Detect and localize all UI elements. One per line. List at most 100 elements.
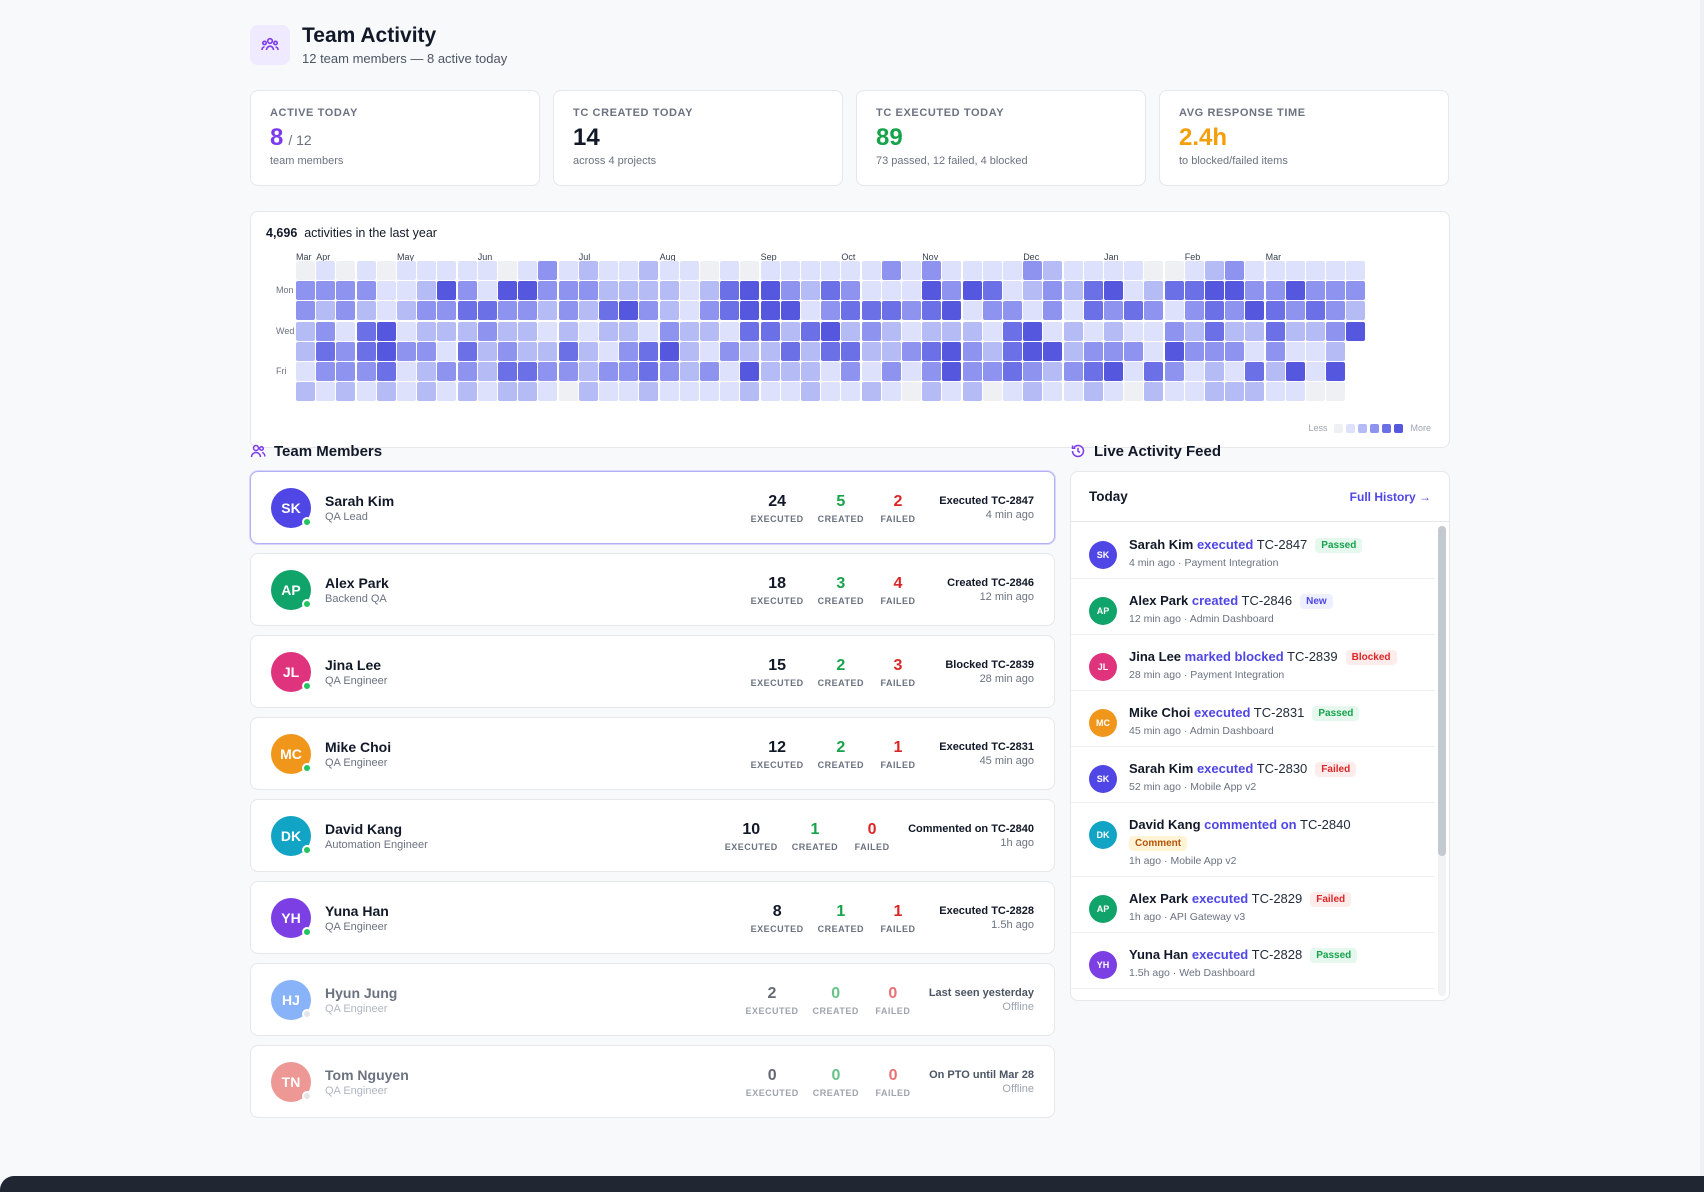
heatmap-cell[interactable] — [336, 341, 356, 361]
feed-item[interactable]: JL Jina Lee marked blocked TC-2839 Blocked… — [1071, 635, 1435, 691]
heatmap-cell[interactable] — [356, 261, 376, 280]
heatmap-cell[interactable] — [457, 301, 477, 321]
heatmap-cell[interactable] — [922, 321, 942, 341]
heatmap-cell[interactable] — [498, 301, 517, 321]
heatmap-cell[interactable] — [740, 301, 760, 321]
heatmap-cell[interactable] — [296, 281, 315, 301]
heatmap-cell[interactable] — [477, 321, 497, 341]
heatmap-cell[interactable] — [1124, 281, 1144, 301]
heatmap-cell[interactable] — [922, 281, 942, 301]
heatmap-cell[interactable] — [558, 341, 578, 361]
heatmap-cell[interactable] — [599, 362, 618, 381]
heatmap-cell[interactable] — [1124, 341, 1144, 361]
heatmap-cell[interactable] — [1003, 261, 1022, 280]
heatmap-cell[interactable] — [1205, 301, 1224, 321]
heatmap-cell[interactable] — [356, 301, 376, 321]
feed-item[interactable]: AP Alex Park executed TC-2829 Failed 1h ago… — [1071, 877, 1435, 933]
heatmap-cell[interactable] — [376, 341, 396, 361]
heatmap-cell[interactable] — [477, 281, 497, 301]
heatmap-cell[interactable] — [760, 382, 780, 402]
heatmap-cell[interactable] — [1083, 341, 1103, 361]
heatmap-cell[interactable] — [700, 261, 719, 280]
heatmap-cell[interactable] — [336, 321, 356, 341]
heatmap-cell[interactable] — [417, 281, 437, 301]
heatmap-cell[interactable] — [861, 362, 881, 381]
feed-item[interactable]: YH Yuna Han executed TC-2828 Passed 1.5h ag… — [1071, 933, 1435, 989]
heatmap-cell[interactable] — [902, 382, 921, 402]
heatmap-cell[interactable] — [437, 281, 457, 301]
heatmap-cell[interactable] — [740, 341, 760, 361]
heatmap-cell[interactable] — [1144, 261, 1164, 280]
full-history-link[interactable]: Full History → — [1349, 489, 1431, 504]
heatmap-cell[interactable] — [1306, 321, 1325, 341]
heatmap-cell[interactable] — [356, 382, 376, 402]
heatmap-cell[interactable] — [720, 281, 740, 301]
heatmap-cell[interactable] — [1326, 341, 1346, 361]
feed-actor[interactable]: Jina Lee — [1129, 649, 1182, 664]
heatmap-cell[interactable] — [922, 382, 942, 402]
heatmap-cell[interactable] — [639, 362, 659, 381]
member-card[interactable]: HJ Hyun Jung QA Engineer 2 EXECUTED 0 CREATED 0… — [250, 963, 1055, 1036]
heatmap-cell[interactable] — [558, 261, 578, 280]
heatmap-cell[interactable] — [841, 261, 861, 280]
heatmap-cell[interactable] — [1205, 362, 1224, 381]
heatmap-cell[interactable] — [821, 301, 841, 321]
heatmap-cell[interactable] — [599, 321, 618, 341]
heatmap-cell[interactable] — [780, 362, 800, 381]
heatmap-cell[interactable] — [356, 321, 376, 341]
heatmap-cell[interactable] — [1144, 362, 1164, 381]
heatmap-cell[interactable] — [1245, 341, 1265, 361]
heatmap-cell[interactable] — [780, 301, 800, 321]
heatmap-cell[interactable] — [679, 281, 699, 301]
heatmap-cell[interactable] — [578, 281, 598, 301]
heatmap-cell[interactable] — [821, 382, 841, 402]
heatmap-cell[interactable] — [1245, 301, 1265, 321]
member-card[interactable]: MC Mike Choi QA Engineer 12 EXECUTED 2 CREATED… — [250, 717, 1055, 790]
heatmap-cell[interactable] — [437, 382, 457, 402]
heatmap-cell[interactable] — [316, 301, 336, 321]
heatmap-cell[interactable] — [1104, 341, 1123, 361]
heatmap-cell[interactable] — [962, 281, 982, 301]
heatmap-cell[interactable] — [1184, 382, 1204, 402]
heatmap-cell[interactable] — [538, 341, 558, 361]
heatmap-cell[interactable] — [1205, 281, 1224, 301]
heatmap-cell[interactable] — [397, 382, 416, 402]
heatmap-cell[interactable] — [841, 321, 861, 341]
heatmap-cell[interactable] — [619, 321, 639, 341]
heatmap-cell[interactable] — [1124, 321, 1144, 341]
heatmap-cell[interactable] — [1285, 362, 1305, 381]
feed-actor[interactable]: Alex Park — [1129, 891, 1189, 906]
heatmap-cell[interactable] — [578, 321, 598, 341]
heatmap-cell[interactable] — [700, 281, 719, 301]
heatmap-cell[interactable] — [679, 301, 699, 321]
heatmap-cell[interactable] — [760, 362, 780, 381]
feed-ticket[interactable]: TC-2828 — [1251, 947, 1303, 962]
heatmap-cell[interactable] — [376, 321, 396, 341]
heatmap-cell[interactable] — [902, 341, 921, 361]
heatmap-cell[interactable] — [841, 341, 861, 361]
heatmap-cell[interactable] — [861, 321, 881, 341]
heatmap-cell[interactable] — [538, 301, 558, 321]
heatmap-cell[interactable] — [578, 301, 598, 321]
heatmap-cell[interactable] — [538, 281, 558, 301]
heatmap-cell[interactable] — [417, 341, 437, 361]
heatmap-cell[interactable] — [1326, 281, 1346, 301]
heatmap-cell[interactable] — [982, 341, 1002, 361]
heatmap-cell[interactable] — [578, 362, 598, 381]
heatmap-cell[interactable] — [498, 382, 517, 402]
heatmap-cell[interactable] — [982, 362, 1002, 381]
heatmap-cell[interactable] — [1306, 301, 1325, 321]
heatmap-cell[interactable] — [1184, 321, 1204, 341]
heatmap-cell[interactable] — [881, 301, 901, 321]
heatmap-cell[interactable] — [1124, 362, 1144, 381]
heatmap-cell[interactable] — [316, 281, 336, 301]
heatmap-cell[interactable] — [902, 261, 921, 280]
heatmap-cell[interactable] — [679, 261, 699, 280]
heatmap-cell[interactable] — [801, 281, 820, 301]
feed-actor[interactable]: Sarah Kim — [1129, 537, 1194, 552]
heatmap-cell[interactable] — [720, 321, 740, 341]
heatmap-cell[interactable] — [962, 382, 982, 402]
heatmap-cell[interactable] — [801, 382, 820, 402]
heatmap-cell[interactable] — [1326, 362, 1346, 381]
heatmap-cell[interactable] — [619, 281, 639, 301]
